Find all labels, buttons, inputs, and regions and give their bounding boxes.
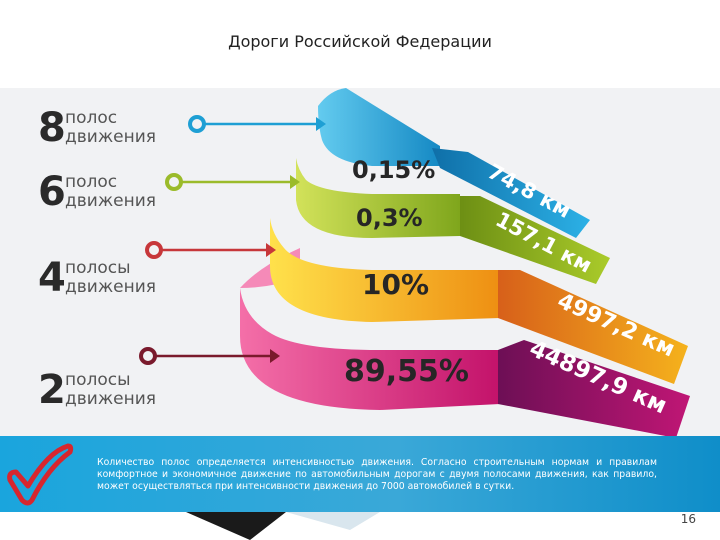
percent-4-lanes: 10%: [362, 268, 430, 301]
ribbon-6-lanes: [460, 196, 610, 284]
lane-word: полос: [65, 172, 118, 192]
tier-8-lanes: [318, 88, 440, 166]
footer-text: Количество полос определяется интенсивно…: [97, 457, 657, 492]
lane-word-2: движения: [65, 191, 156, 211]
tier-6-lanes: [296, 158, 460, 238]
percent-8-lanes: 0,15%: [352, 156, 436, 184]
tier-2-lanes: [240, 288, 500, 410]
page-number: 16: [680, 512, 696, 526]
check-mark-icon: [7, 443, 74, 506]
connector-6: [165, 173, 300, 191]
tier-chart: 74,8 км 157,1 км 4997,2 км 44897,9 км: [139, 88, 690, 438]
info-footer: Количество полос определяется интенсивно…: [0, 436, 720, 512]
tier-4-lanes: [270, 218, 500, 322]
lane-word: полосы: [65, 258, 131, 278]
lane-label-2: 2 полосы движения: [38, 370, 156, 410]
lane-label-4: 4 полосы движения: [38, 258, 156, 298]
lane-word-2: движения: [65, 127, 156, 147]
ribbon-8-lanes: [432, 148, 590, 238]
infographic-panel: 74,8 км 157,1 км 4997,2 км 44897,9 км 8 …: [0, 88, 720, 440]
lane-word: полос: [65, 108, 118, 128]
page-title: Дороги Российской Федерации: [228, 32, 492, 51]
lane-label-8: 8 полос движения: [38, 108, 156, 148]
lane-word-2: движения: [65, 277, 156, 297]
percent-6-lanes: 0,3%: [356, 204, 423, 232]
lane-word: полосы: [65, 370, 131, 390]
lane-number: 2: [38, 367, 66, 413]
connector-2: [139, 347, 280, 365]
lane-number: 8: [38, 105, 66, 151]
connector-8: [188, 115, 326, 133]
lane-word-2: движения: [65, 389, 156, 409]
lane-number: 6: [38, 169, 66, 215]
ribbon-4-lanes: [498, 270, 688, 384]
lane-label-6: 6 полос движения: [38, 172, 156, 212]
ribbon-2-lanes: [498, 340, 690, 438]
percent-2-lanes: 89,55%: [344, 354, 469, 389]
connector-4: [145, 241, 276, 259]
bottom-decoration: [0, 512, 380, 540]
lane-number: 4: [38, 255, 66, 301]
